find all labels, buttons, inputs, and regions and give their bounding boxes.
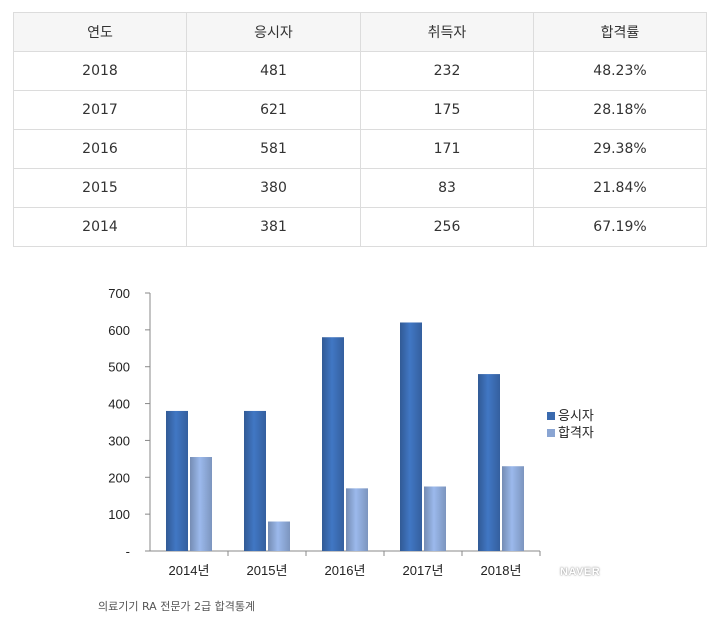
bar-applicants (478, 374, 500, 551)
cell-acquirers: 175 (360, 90, 534, 130)
legend-label: 합격자 (558, 426, 594, 441)
y-tick-label: - (126, 544, 130, 559)
bar-applicants (400, 322, 422, 551)
cell-acquirers: 171 (360, 129, 534, 169)
y-tick-label: 400 (108, 397, 130, 412)
legend-swatch (547, 412, 555, 420)
bar-passers (346, 488, 368, 551)
cell-applicants: 621 (186, 90, 361, 130)
x-tick-label: 2017년 (403, 563, 444, 578)
naver-watermark: NAVER (560, 566, 601, 578)
cell-acquirers: 232 (360, 51, 534, 91)
cell-acquirers: 256 (360, 207, 534, 247)
x-tick-label: 2014년 (169, 563, 210, 578)
y-tick-label: 600 (108, 323, 130, 338)
cell-year: 2016 (13, 129, 187, 169)
cell-year: 2018 (13, 51, 187, 91)
bar-passers (424, 486, 446, 551)
bar-applicants (166, 410, 188, 551)
bar-applicants (244, 410, 266, 551)
table-row: 2014 381 256 67.19% (13, 207, 707, 247)
y-tick-label: 700 (108, 286, 130, 301)
table-row: 2018 481 232 48.23% (13, 51, 707, 91)
table-row: 2016 581 171 29.38% (13, 129, 707, 169)
bar-passers (268, 521, 290, 551)
table-row: 2017 621 175 28.18% (13, 90, 707, 130)
y-tick-label: 500 (108, 360, 130, 375)
stats-table: 연도 응시자 취득자 합격률 2018 481 232 48.23% 2017 … (13, 12, 707, 247)
cell-applicants: 581 (186, 129, 361, 169)
x-tick-label: 2015년 (247, 563, 288, 578)
header-pass-rate: 합격률 (533, 12, 707, 52)
table-header-row: 연도 응시자 취득자 합격률 (13, 12, 707, 52)
y-tick-label: 200 (108, 470, 130, 485)
bar-passers (502, 466, 524, 551)
y-tick-label: 300 (108, 433, 130, 448)
cell-year: 2017 (13, 90, 187, 130)
cell-pass-rate: 28.18% (533, 90, 707, 130)
x-tick-label: 2016년 (325, 563, 366, 578)
bar-applicants (322, 337, 344, 551)
chart-caption: 의료기기 RA 전문가 2급 합격통계 (98, 600, 256, 613)
cell-acquirers: 83 (360, 168, 534, 208)
x-tick-label: 2018년 (481, 563, 522, 578)
cell-pass-rate: 67.19% (533, 207, 707, 247)
bar-passers (190, 457, 212, 551)
cell-applicants: 380 (186, 168, 361, 208)
legend-label: 응시자 (558, 409, 594, 424)
y-tick-label: 100 (108, 507, 130, 522)
cell-pass-rate: 48.23% (533, 51, 707, 91)
header-year: 연도 (13, 12, 187, 52)
legend-swatch (547, 429, 555, 437)
table-row: 2015 380 83 21.84% (13, 168, 707, 208)
cell-applicants: 481 (186, 51, 361, 91)
